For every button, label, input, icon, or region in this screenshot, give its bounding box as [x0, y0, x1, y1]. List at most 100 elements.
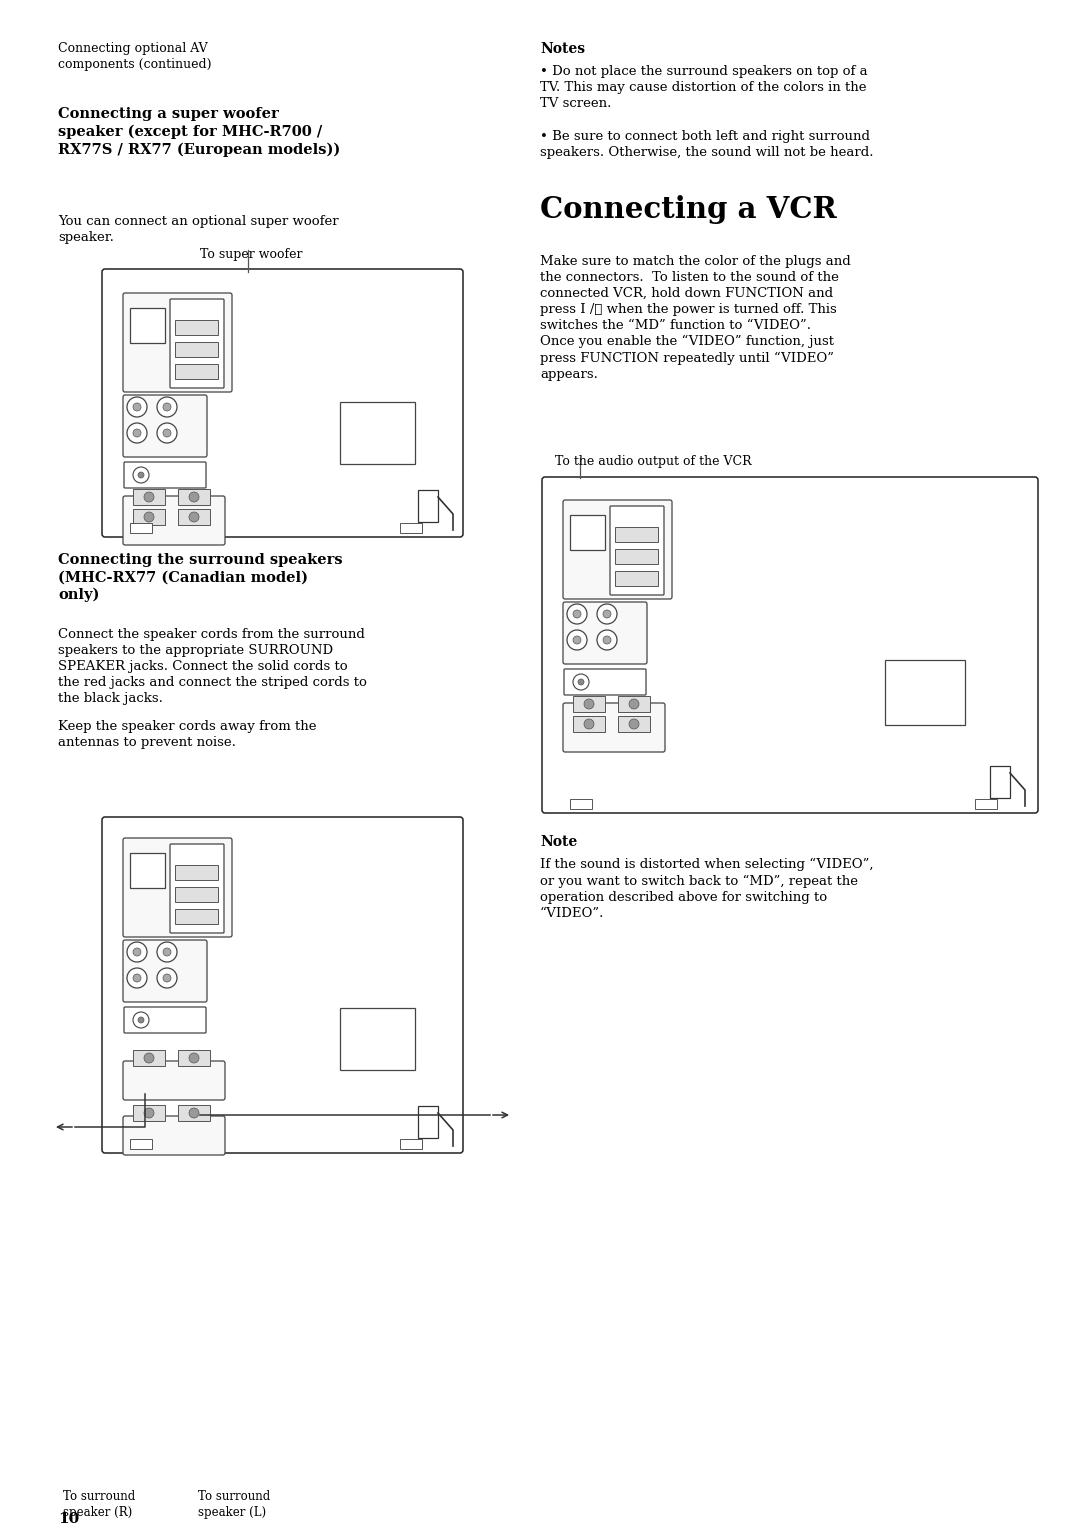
FancyBboxPatch shape: [123, 497, 225, 546]
Circle shape: [573, 675, 589, 690]
Circle shape: [567, 630, 588, 650]
Circle shape: [163, 947, 171, 957]
Circle shape: [189, 1108, 199, 1118]
Bar: [885, 661, 966, 725]
Circle shape: [144, 1053, 154, 1062]
Bar: [975, 799, 997, 809]
Circle shape: [127, 397, 147, 417]
Circle shape: [133, 973, 141, 983]
Text: Connecting optional AV
components (continued): Connecting optional AV components (conti…: [58, 41, 212, 71]
Circle shape: [163, 403, 171, 411]
Bar: [133, 509, 165, 524]
Circle shape: [157, 941, 177, 963]
Circle shape: [157, 967, 177, 987]
Bar: [340, 1009, 415, 1070]
Circle shape: [133, 429, 141, 437]
Text: To super woofer: To super woofer: [200, 248, 302, 261]
Bar: [133, 1050, 165, 1065]
Bar: [990, 766, 1010, 799]
Bar: [178, 1105, 210, 1121]
Bar: [175, 363, 218, 379]
Circle shape: [163, 973, 171, 983]
Circle shape: [189, 492, 199, 501]
Bar: [615, 570, 658, 586]
Text: To surround
speaker (R): To surround speaker (R): [63, 1490, 135, 1519]
FancyBboxPatch shape: [610, 506, 664, 595]
Circle shape: [629, 719, 639, 730]
Circle shape: [157, 423, 177, 443]
Bar: [133, 489, 165, 504]
Bar: [615, 549, 658, 564]
Circle shape: [138, 1016, 144, 1023]
FancyBboxPatch shape: [123, 293, 232, 392]
Circle shape: [144, 1108, 154, 1118]
Text: Note: Note: [540, 835, 577, 849]
Bar: [178, 489, 210, 504]
Text: Connecting a VCR: Connecting a VCR: [540, 195, 837, 224]
Bar: [615, 527, 658, 543]
FancyBboxPatch shape: [123, 1061, 225, 1101]
Circle shape: [144, 492, 154, 501]
Text: Connecting the surround speakers
(MHC-RX77 (Canadian model)
only): Connecting the surround speakers (MHC-RX…: [58, 553, 342, 602]
FancyBboxPatch shape: [123, 396, 207, 457]
FancyBboxPatch shape: [563, 500, 672, 599]
Bar: [130, 1139, 152, 1150]
Bar: [618, 716, 650, 731]
Bar: [570, 515, 605, 550]
Bar: [340, 402, 415, 464]
Circle shape: [133, 947, 141, 957]
Circle shape: [189, 512, 199, 523]
Text: Connect the speaker cords from the surround
speakers to the appropriate SURROUND: Connect the speaker cords from the surro…: [58, 629, 367, 705]
Circle shape: [603, 636, 611, 644]
Circle shape: [584, 699, 594, 708]
Bar: [130, 523, 152, 533]
FancyBboxPatch shape: [542, 477, 1038, 812]
Circle shape: [127, 423, 147, 443]
Circle shape: [629, 699, 639, 708]
Text: • Be sure to connect both left and right surround
speakers. Otherwise, the sound: • Be sure to connect both left and right…: [540, 130, 874, 159]
Bar: [175, 342, 218, 357]
Circle shape: [603, 610, 611, 618]
Bar: [418, 491, 438, 523]
Circle shape: [133, 1012, 149, 1029]
Circle shape: [573, 636, 581, 644]
FancyBboxPatch shape: [123, 839, 232, 937]
FancyBboxPatch shape: [123, 940, 207, 1003]
Bar: [175, 865, 218, 880]
FancyBboxPatch shape: [564, 668, 646, 694]
Bar: [178, 509, 210, 524]
Circle shape: [133, 403, 141, 411]
Bar: [130, 308, 165, 343]
Text: Connecting a super woofer
speaker (except for MHC-R700 /
RX77S / RX77 (European : Connecting a super woofer speaker (excep…: [58, 107, 340, 156]
Bar: [400, 523, 422, 533]
Circle shape: [578, 679, 584, 685]
Bar: [570, 799, 592, 809]
Circle shape: [573, 610, 581, 618]
Circle shape: [597, 630, 617, 650]
Bar: [573, 696, 605, 711]
Text: To surround
speaker (L): To surround speaker (L): [198, 1490, 270, 1519]
FancyBboxPatch shape: [563, 602, 647, 664]
Text: You can connect an optional super woofer
speaker.: You can connect an optional super woofer…: [58, 215, 339, 244]
FancyBboxPatch shape: [170, 845, 224, 934]
Bar: [133, 1105, 165, 1121]
FancyBboxPatch shape: [123, 1116, 225, 1154]
Bar: [130, 852, 165, 888]
Bar: [178, 1050, 210, 1065]
Text: Notes: Notes: [540, 41, 585, 57]
Text: If the sound is distorted when selecting “VIDEO”,
or you want to switch back to : If the sound is distorted when selecting…: [540, 858, 874, 920]
Circle shape: [127, 967, 147, 987]
Circle shape: [584, 719, 594, 730]
FancyBboxPatch shape: [124, 461, 206, 487]
Text: To the audio output of the VCR: To the audio output of the VCR: [555, 455, 752, 468]
Bar: [175, 888, 218, 901]
FancyBboxPatch shape: [102, 268, 463, 537]
Circle shape: [597, 604, 617, 624]
Text: Keep the speaker cords away from the
antennas to prevent noise.: Keep the speaker cords away from the ant…: [58, 721, 316, 750]
Bar: [175, 909, 218, 924]
Text: 10: 10: [58, 1512, 79, 1525]
Circle shape: [163, 429, 171, 437]
Circle shape: [138, 472, 144, 478]
Text: Make sure to match the color of the plugs and
the connectors.  To listen to the : Make sure to match the color of the plug…: [540, 254, 851, 380]
Circle shape: [157, 397, 177, 417]
